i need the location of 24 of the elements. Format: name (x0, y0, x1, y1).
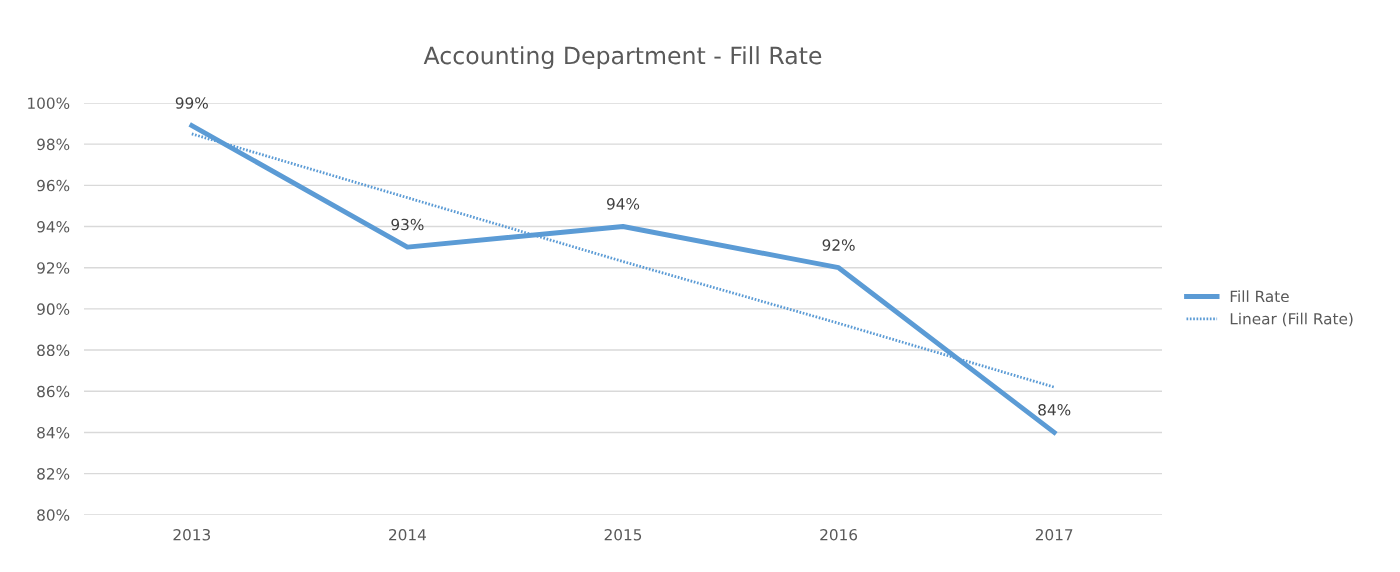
x-tick-label: 2017 (1035, 528, 1073, 541)
x-tick-label: 2016 (820, 528, 858, 541)
y-tick-label: 98% (37, 138, 70, 151)
x-tick-label: 2014 (389, 528, 426, 541)
y-tick-label: 86% (37, 385, 70, 398)
data-label: 92% (822, 239, 855, 251)
y-tick-label: 90% (37, 303, 70, 315)
y-tick-label: 88% (37, 344, 70, 357)
legend-label: Linear (Fill Rate) (1230, 312, 1353, 327)
y-tick-label: 82% (37, 468, 70, 480)
data-label: 99% (175, 97, 208, 109)
x-tick-label: 2015 (604, 528, 642, 541)
data-label: 94% (606, 198, 640, 210)
y-tick-label: 92% (37, 262, 70, 274)
y-tick-label: 94% (37, 220, 70, 233)
y-tick-label: 84% (37, 426, 70, 439)
y-tick-label: 96% (37, 179, 70, 192)
data-label: 84% (1038, 404, 1071, 416)
data-label: 93% (391, 218, 424, 231)
y-tick-label: 80% (37, 509, 70, 521)
chart-title: Accounting Department - Fill Rate (423, 46, 822, 69)
x-tick-label: 2013 (173, 528, 211, 541)
y-tick-label: 100% (28, 97, 70, 109)
legend-label: Fill Rate (1230, 290, 1289, 303)
